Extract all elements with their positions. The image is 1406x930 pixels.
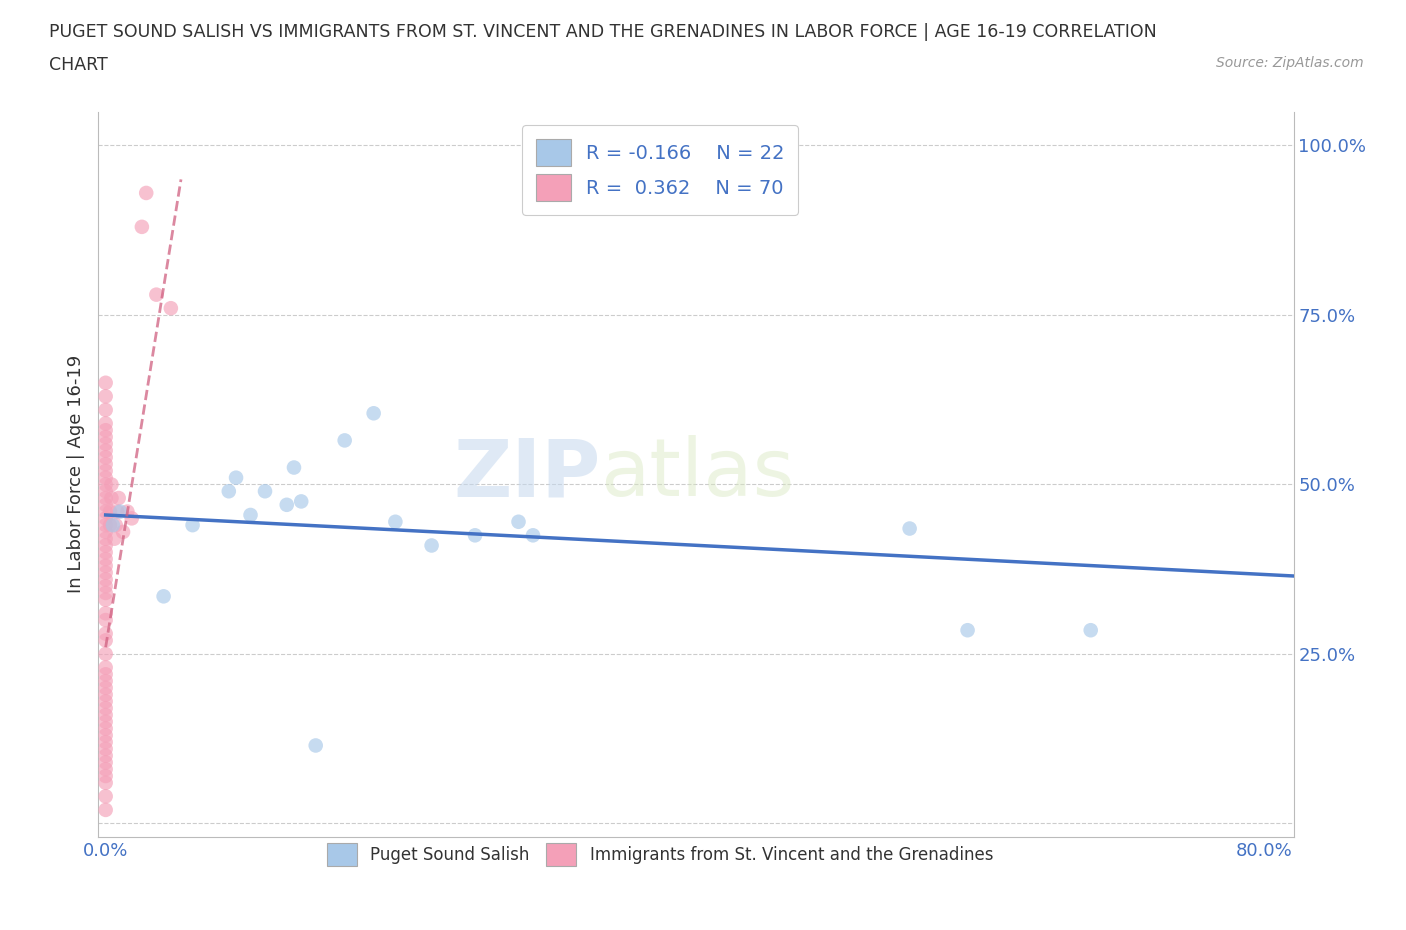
Point — [239, 508, 262, 523]
Y-axis label: In Labor Force | Age 16-19: In Labor Force | Age 16-19 — [66, 355, 84, 593]
Text: Source: ZipAtlas.com: Source: ZipAtlas.com — [1216, 56, 1364, 70]
Point — [94, 728, 117, 743]
Point — [225, 471, 247, 485]
Point — [145, 287, 167, 302]
Point — [105, 504, 128, 519]
Point — [94, 538, 117, 553]
Point — [94, 708, 117, 723]
Point — [94, 376, 117, 391]
Point — [1080, 623, 1102, 638]
Text: atlas: atlas — [600, 435, 794, 513]
Point — [508, 514, 530, 529]
Point — [94, 749, 117, 764]
Point — [94, 511, 117, 525]
Point — [276, 498, 298, 512]
Point — [94, 776, 117, 790]
Point — [94, 714, 117, 729]
Point — [94, 504, 117, 519]
Point — [253, 484, 276, 498]
Point — [94, 633, 117, 648]
Point — [94, 660, 117, 675]
Point — [94, 592, 117, 607]
Point — [104, 518, 127, 533]
Point — [94, 477, 117, 492]
Point — [94, 673, 117, 688]
Point — [94, 768, 117, 783]
Point — [94, 578, 117, 593]
Point — [94, 762, 117, 777]
Point — [94, 687, 117, 702]
Point — [94, 789, 117, 804]
Point — [94, 463, 117, 478]
Point — [181, 518, 204, 533]
Point — [94, 721, 117, 736]
Point — [94, 681, 117, 696]
Point — [94, 735, 117, 750]
Point — [94, 558, 117, 573]
Point — [94, 572, 117, 587]
Point — [283, 460, 305, 475]
Point — [160, 300, 183, 315]
Point — [94, 423, 117, 438]
Point — [94, 443, 117, 458]
Legend: Puget Sound Salish, Immigrants from St. Vincent and the Grenadines: Puget Sound Salish, Immigrants from St. … — [314, 830, 1007, 880]
Point — [94, 755, 117, 770]
Point — [101, 518, 124, 533]
Text: PUGET SOUND SALISH VS IMMIGRANTS FROM ST. VINCENT AND THE GRENADINES IN LABOR FO: PUGET SOUND SALISH VS IMMIGRANTS FROM ST… — [49, 23, 1157, 41]
Point — [94, 518, 117, 533]
Point — [290, 494, 312, 509]
Point — [94, 457, 117, 472]
Point — [94, 531, 117, 546]
Point — [333, 433, 356, 448]
Point — [94, 605, 117, 620]
Point — [98, 518, 121, 533]
Point — [94, 403, 117, 418]
Point — [117, 504, 139, 519]
Point — [100, 491, 122, 506]
Point — [384, 514, 406, 529]
Point — [94, 430, 117, 445]
Point — [135, 185, 157, 200]
Point — [94, 667, 117, 682]
Point — [94, 803, 117, 817]
Point — [94, 646, 117, 661]
Point — [94, 498, 117, 512]
Point — [121, 511, 143, 525]
Point — [152, 589, 174, 604]
Point — [112, 525, 135, 539]
Point — [94, 741, 117, 756]
Point — [108, 504, 131, 519]
Point — [94, 525, 117, 539]
Point — [107, 491, 129, 506]
Point — [305, 738, 328, 753]
Point — [464, 528, 486, 543]
Point — [94, 565, 117, 580]
Point — [956, 623, 979, 638]
Point — [94, 694, 117, 709]
Point — [100, 477, 122, 492]
Point — [363, 405, 385, 420]
Text: CHART: CHART — [49, 56, 108, 73]
Point — [218, 484, 240, 498]
Point — [94, 626, 117, 641]
Point — [94, 613, 117, 628]
Point — [94, 586, 117, 601]
Point — [94, 471, 117, 485]
Point — [94, 436, 117, 451]
Point — [420, 538, 443, 553]
Point — [94, 491, 117, 506]
Point — [94, 416, 117, 431]
Point — [94, 700, 117, 715]
Point — [522, 528, 544, 543]
Point — [94, 551, 117, 566]
Point — [94, 545, 117, 560]
Point — [94, 450, 117, 465]
Point — [94, 389, 117, 404]
Point — [131, 219, 153, 234]
Text: ZIP: ZIP — [453, 435, 600, 513]
Point — [898, 521, 921, 536]
Point — [94, 484, 117, 498]
Point — [98, 504, 121, 519]
Point — [103, 531, 125, 546]
